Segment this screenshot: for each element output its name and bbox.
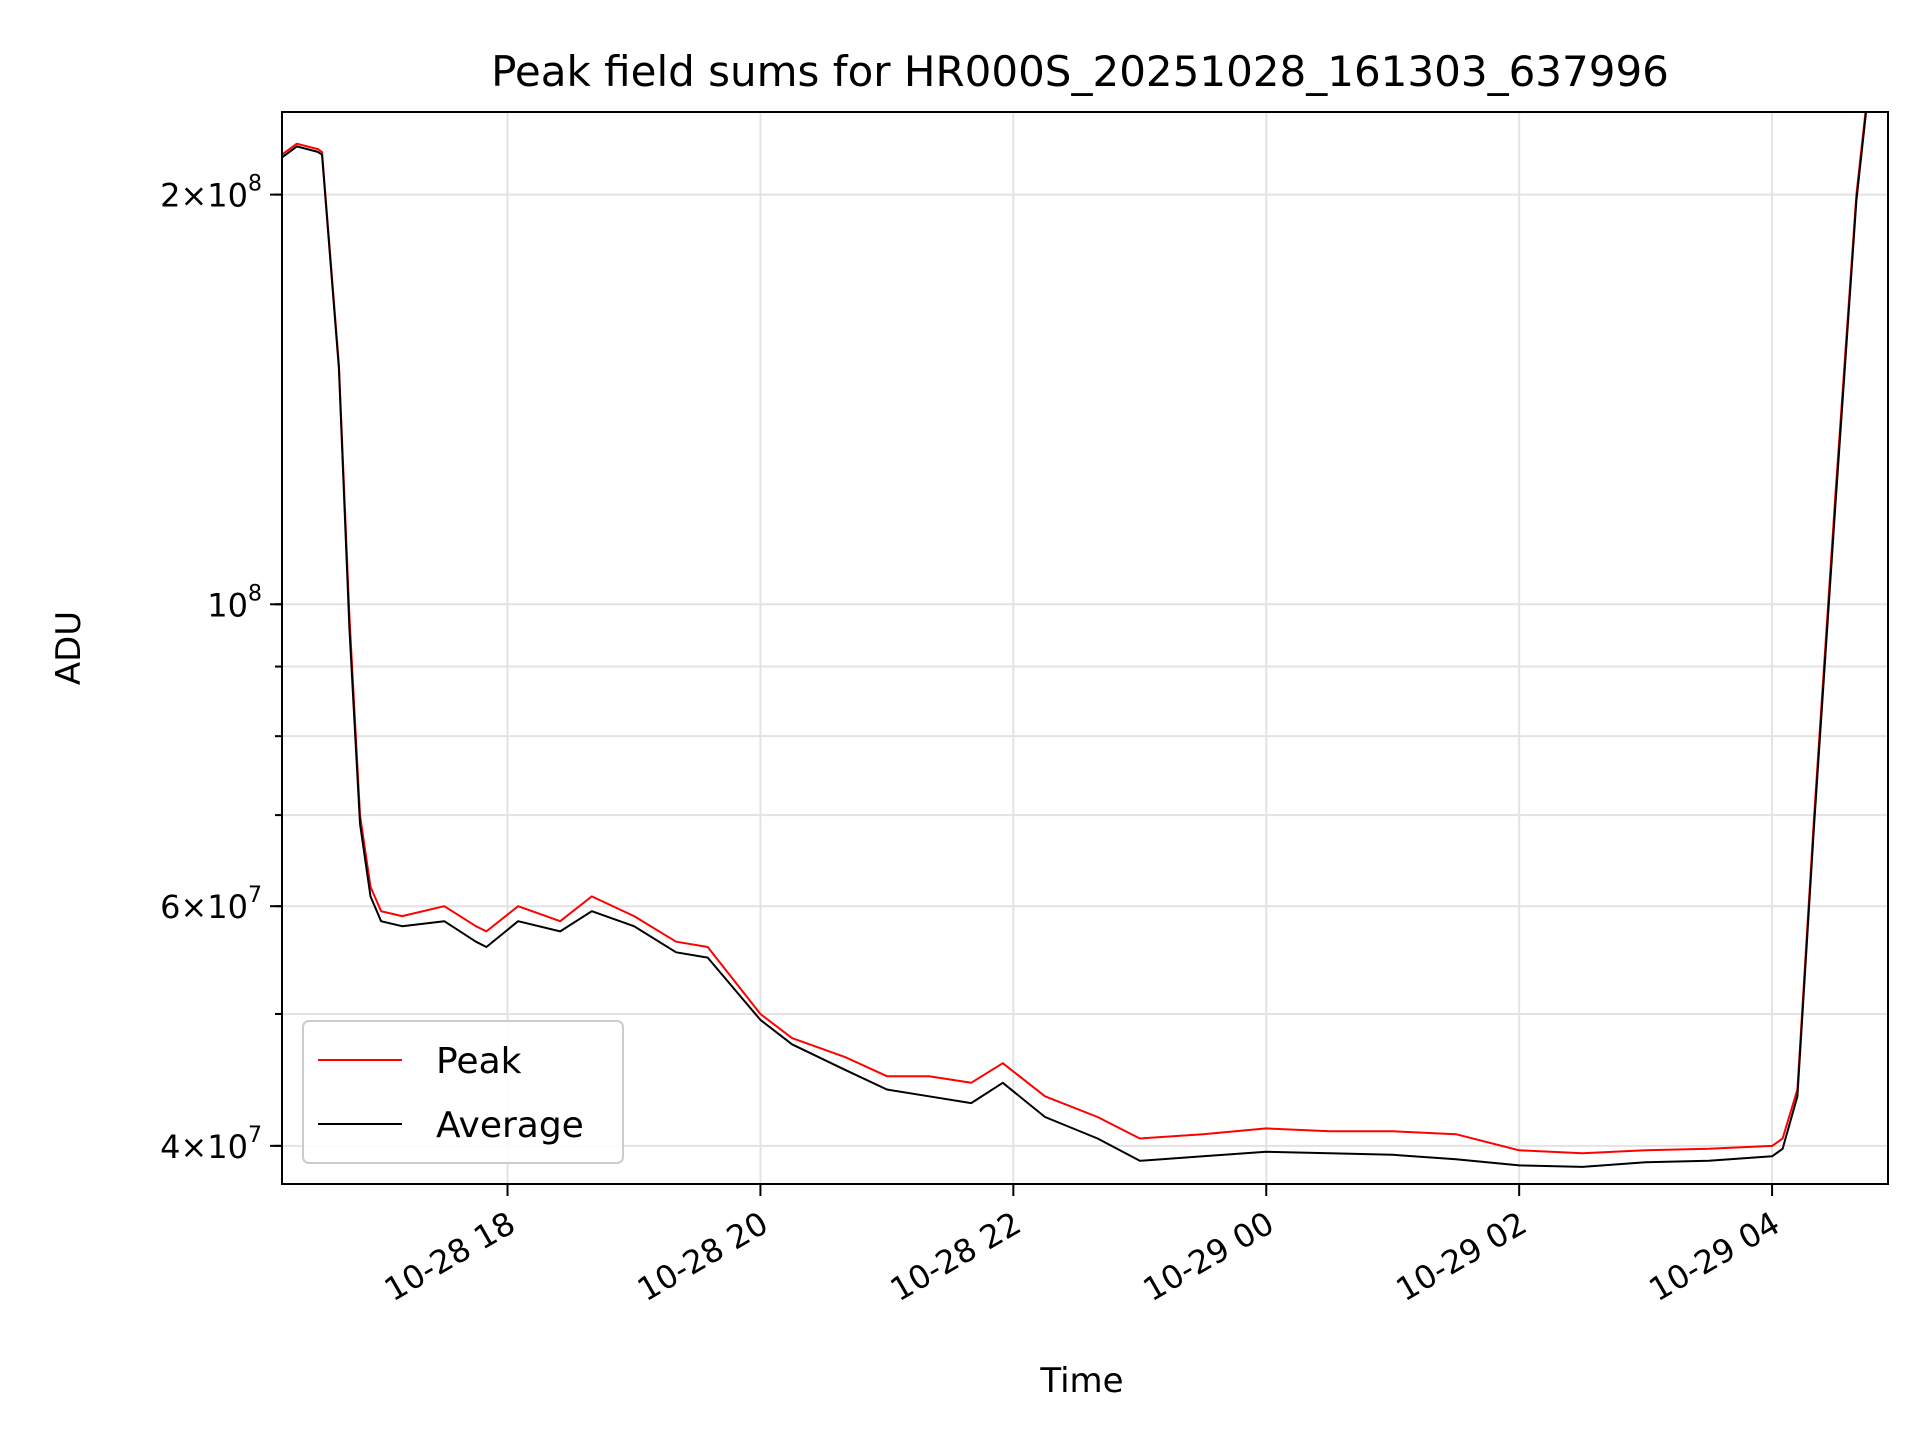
chart-title: Peak field sums for HR000S_20251028_1613… (491, 47, 1669, 96)
plot-area (282, 112, 1868, 1168)
legend-box (302, 1020, 624, 1164)
x-tick-label: 10-28 20 (631, 1204, 775, 1309)
axes-frame (281, 111, 1889, 1185)
legend: Peak Average (302, 1020, 624, 1164)
legend-label-average: Average (436, 1105, 584, 1146)
x-axis-label: Time (1039, 1361, 1123, 1401)
y-tick-label: 108 (207, 581, 262, 624)
x-tick-label: 10-29 04 (1642, 1204, 1786, 1309)
x-tick-label: 10-28 22 (884, 1204, 1028, 1309)
series-line-average (282, 112, 1868, 1168)
y-tick-label: 6×107 (160, 883, 262, 926)
legend-label-peak: Peak (436, 1041, 522, 1082)
x-tick-label: 10-29 02 (1390, 1204, 1534, 1309)
series-line-peak (282, 112, 1867, 1155)
y-tick-label: 4×107 (160, 1123, 262, 1166)
x-tick-label: 10-28 18 (378, 1204, 522, 1309)
y-axis-label: ADU (49, 611, 89, 685)
grid-layer (282, 112, 1888, 1184)
y-tick-label: 2×108 (160, 172, 262, 215)
x-tick-label: 10-29 00 (1137, 1204, 1281, 1309)
